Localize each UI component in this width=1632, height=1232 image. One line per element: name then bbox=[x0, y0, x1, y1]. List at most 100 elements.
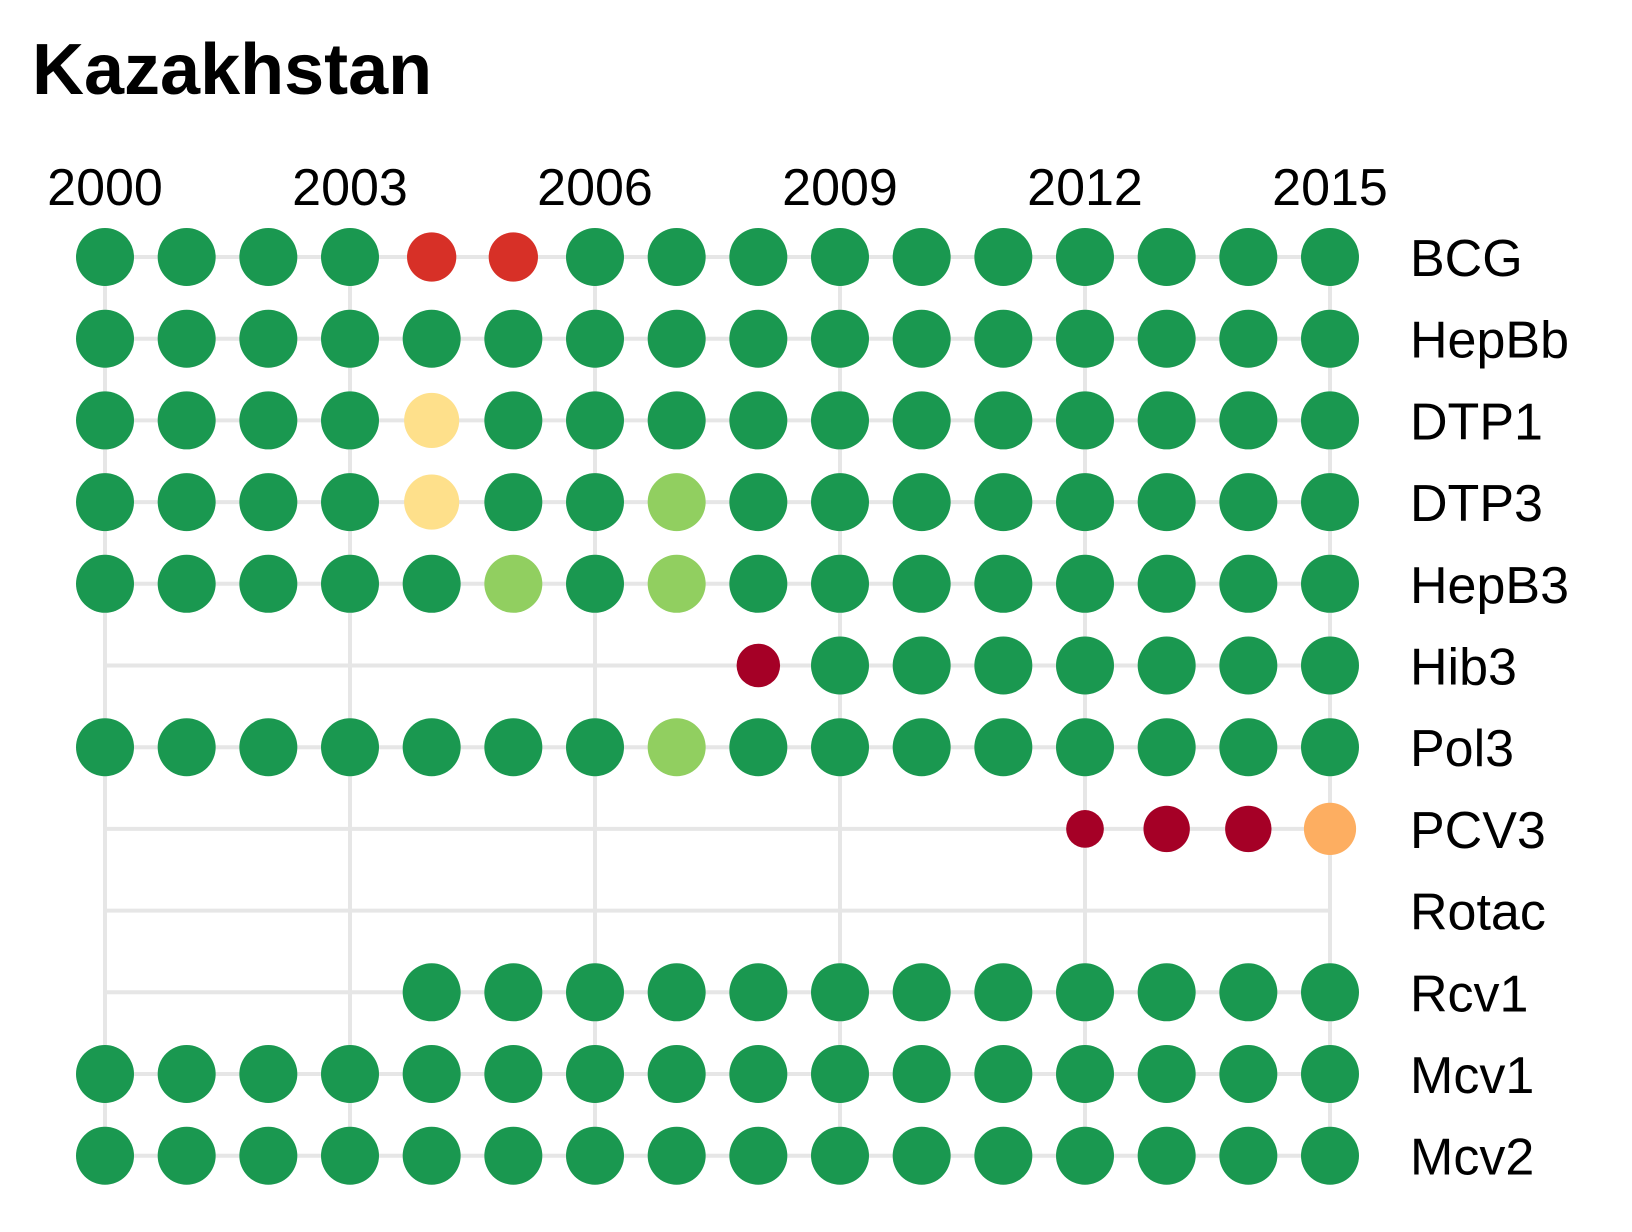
data-point bbox=[1056, 309, 1114, 368]
data-point bbox=[239, 473, 298, 532]
data-point bbox=[157, 718, 216, 777]
data-point bbox=[402, 1045, 461, 1103]
grid-lines bbox=[103, 255, 1332, 1158]
data-point bbox=[1301, 228, 1359, 286]
data-point bbox=[488, 232, 538, 282]
data-point bbox=[566, 1126, 624, 1185]
data-point bbox=[1219, 309, 1278, 368]
data-point bbox=[1301, 473, 1359, 532]
data-point bbox=[1056, 228, 1114, 286]
data-point bbox=[404, 392, 460, 448]
data-point bbox=[974, 554, 1033, 613]
data-point bbox=[484, 963, 543, 1022]
data-point bbox=[736, 643, 781, 688]
row-label: DTP1 bbox=[1410, 393, 1543, 451]
data-point bbox=[811, 636, 869, 695]
data-point bbox=[566, 963, 624, 1022]
data-point bbox=[566, 228, 624, 286]
data-point bbox=[566, 554, 624, 613]
data-point bbox=[1137, 391, 1196, 450]
row-label: BCG bbox=[1410, 230, 1523, 288]
data-point bbox=[974, 636, 1033, 695]
data-point bbox=[729, 1045, 788, 1103]
data-point bbox=[76, 473, 134, 532]
data-point bbox=[1219, 228, 1278, 286]
data-point bbox=[321, 1045, 379, 1103]
chart-title: Kazakhstan bbox=[32, 30, 432, 110]
data-point bbox=[974, 309, 1033, 368]
data-point bbox=[892, 309, 951, 368]
data-point bbox=[892, 554, 951, 613]
data-point bbox=[974, 391, 1033, 450]
data-point bbox=[1301, 963, 1359, 1022]
data-point bbox=[1219, 1126, 1278, 1185]
data-point bbox=[239, 309, 298, 368]
data-point bbox=[811, 1045, 869, 1103]
data-point bbox=[157, 1045, 216, 1103]
data-point bbox=[1056, 718, 1114, 777]
data-point bbox=[76, 718, 134, 777]
data-point bbox=[239, 228, 298, 286]
data-point bbox=[1219, 473, 1278, 532]
data-point bbox=[1301, 309, 1359, 368]
row-labels: BCG HepBb DTP1 DTP3 HepB3 Hib3 Pol3 PCV3 Rotac Rc… bbox=[1410, 230, 1569, 1187]
data-point bbox=[892, 391, 951, 450]
data-point bbox=[1137, 1045, 1196, 1103]
data-point bbox=[566, 1045, 624, 1103]
row-label: DTP3 bbox=[1410, 475, 1543, 533]
x-tick-label: 2000 bbox=[47, 159, 163, 217]
data-point bbox=[157, 228, 216, 286]
data-point bbox=[647, 391, 706, 450]
data-point bbox=[1056, 636, 1114, 695]
data-point bbox=[1143, 805, 1190, 853]
data-point bbox=[1056, 554, 1114, 613]
data-point bbox=[892, 473, 951, 532]
data-point bbox=[407, 232, 457, 282]
data-point bbox=[647, 473, 706, 532]
data-point bbox=[1056, 1126, 1114, 1185]
data-point bbox=[729, 1126, 788, 1185]
data-point bbox=[1219, 718, 1278, 777]
data-point bbox=[402, 963, 461, 1022]
data-point bbox=[321, 309, 379, 368]
data-point bbox=[974, 963, 1033, 1022]
data-point bbox=[1301, 554, 1359, 613]
data-point bbox=[729, 718, 788, 777]
data-point bbox=[566, 473, 624, 532]
x-tick-label: 2015 bbox=[1272, 159, 1388, 217]
data-point bbox=[402, 554, 461, 613]
data-point bbox=[239, 391, 298, 450]
data-point bbox=[402, 309, 461, 368]
data-point bbox=[239, 1045, 298, 1103]
data-point bbox=[321, 718, 379, 777]
data-point bbox=[76, 228, 134, 286]
data-point bbox=[404, 474, 460, 530]
data-point bbox=[157, 554, 216, 613]
data-point bbox=[76, 1126, 134, 1185]
data-point bbox=[1056, 963, 1114, 1022]
data-point bbox=[811, 963, 869, 1022]
data-point bbox=[76, 391, 134, 450]
data-point bbox=[892, 636, 951, 695]
data-point bbox=[1137, 554, 1196, 613]
data-point bbox=[157, 309, 216, 368]
data-point bbox=[1137, 718, 1196, 777]
data-point bbox=[974, 1126, 1033, 1185]
data-point bbox=[1137, 1126, 1196, 1185]
data-point bbox=[239, 718, 298, 777]
data-point bbox=[1056, 473, 1114, 532]
row-label: HepBb bbox=[1410, 312, 1569, 370]
data-point bbox=[484, 554, 543, 613]
data-point bbox=[1219, 1045, 1278, 1103]
data-point bbox=[1301, 1126, 1359, 1185]
data-point bbox=[157, 1126, 216, 1185]
data-point bbox=[484, 473, 543, 532]
data-point bbox=[484, 309, 543, 368]
data-point bbox=[76, 554, 134, 613]
data-point bbox=[729, 309, 788, 368]
data-point bbox=[566, 718, 624, 777]
data-point bbox=[729, 473, 788, 532]
row-label: Rotac bbox=[1410, 884, 1546, 942]
data-point bbox=[811, 473, 869, 532]
